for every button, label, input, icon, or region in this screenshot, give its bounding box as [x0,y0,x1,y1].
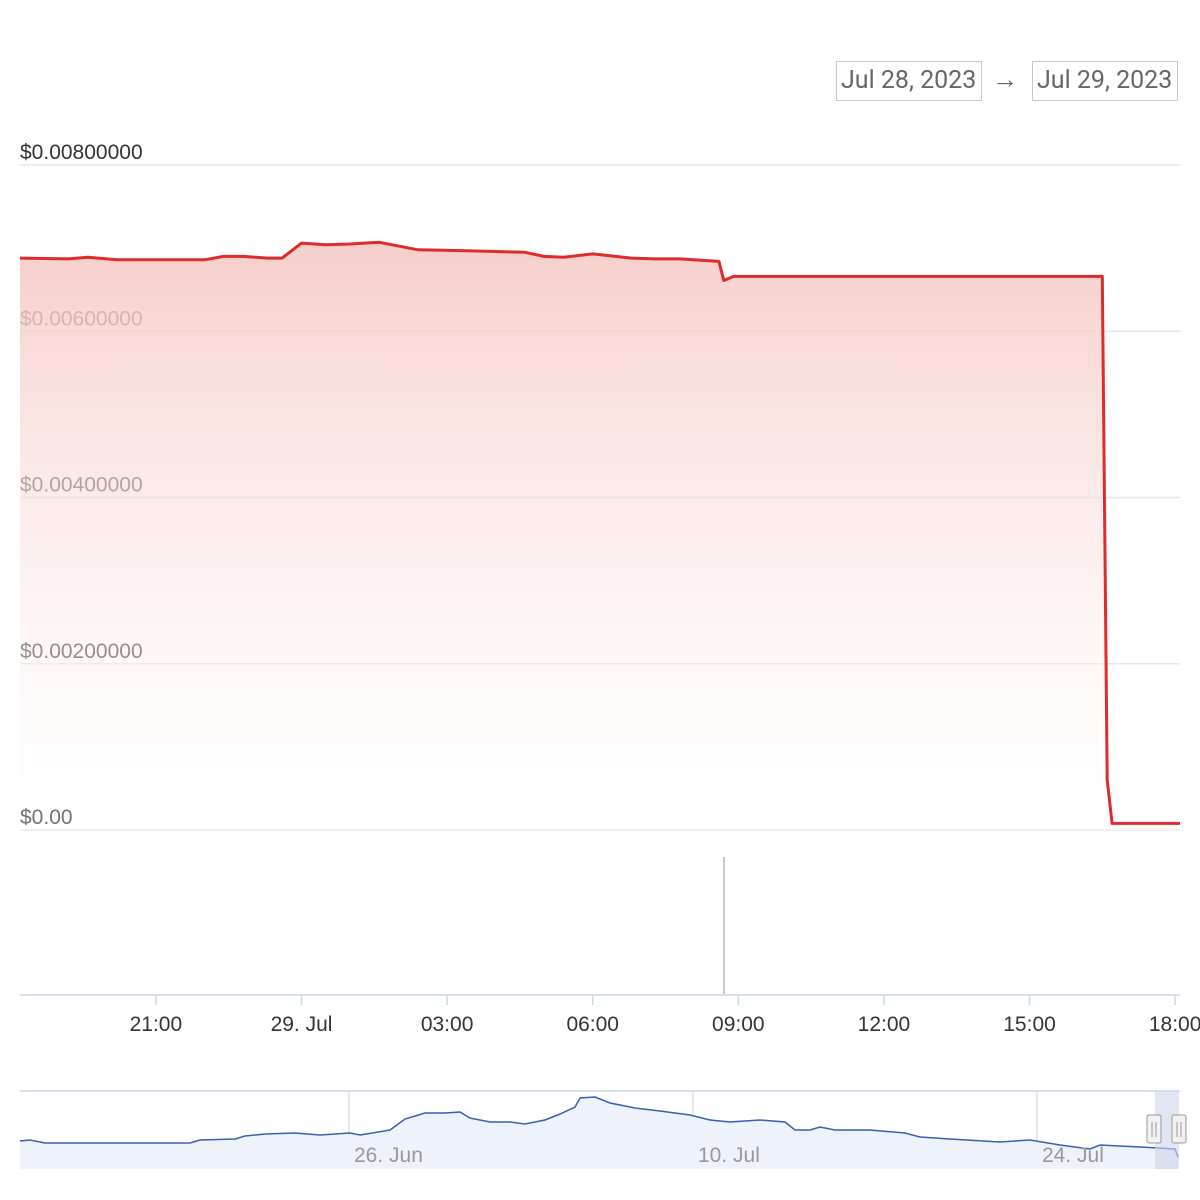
range-to-input[interactable]: Jul 29, 2023 [1032,61,1178,101]
x-tick-label: 18:00 [1149,1013,1200,1036]
navigator-label: 10. Jul [698,1144,760,1167]
navigator-label: 24. Jul [1042,1144,1104,1167]
navigator-label: 26. Jun [354,1144,423,1167]
range-arrow: → [992,65,1018,95]
x-tick-label: 21:00 [130,1013,183,1036]
x-tick-label: 12:00 [858,1013,911,1036]
price-area [20,242,1180,831]
price-line [19,240,1180,825]
x-tick-label: 15:00 [1003,1013,1056,1036]
x-tick-label: 29. Jul [271,1013,333,1036]
x-axis: 21:00 29. Jul 03:00 06:00 09:00 12:00 15:00 18:… [130,995,1200,1036]
navigator-labels: 26. Jun 10. Jul 24. Jul [354,1144,1104,1167]
x-tick-label: 06:00 [566,1013,619,1036]
range-from-input[interactable]: Jul 28, 2023 [836,61,982,101]
navigator-handle-left[interactable] [1146,1114,1162,1144]
navigator-handle-right[interactable] [1171,1114,1187,1144]
x-tick-label: 09:00 [712,1013,765,1036]
navigator-line [19,1096,1179,1158]
y-tick-label: $0.00800000 [20,141,143,164]
navigator-area [20,1097,1178,1169]
x-tick-label: 03:00 [421,1013,474,1036]
navigator[interactable]: 26. Jun 10. Jul 24. Jul [19,1090,1187,1169]
